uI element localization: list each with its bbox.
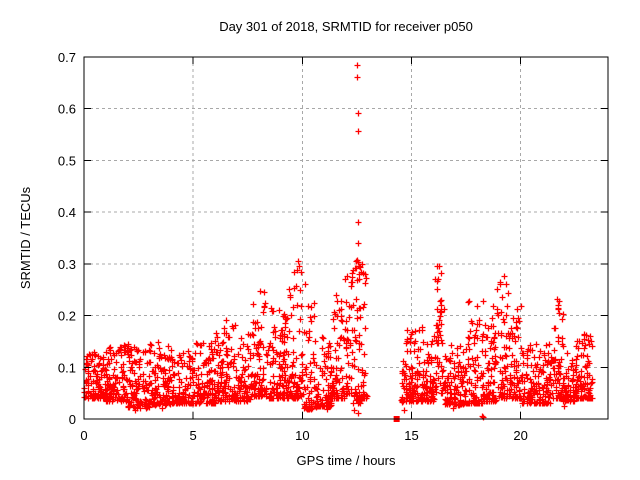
y-tick-labels: 0 0.1 0.2 0.3 0.4 0.5 0.6 0.7: [58, 50, 76, 427]
y-tick-label: 0.1: [58, 360, 76, 375]
y-tick-label: 0.7: [58, 50, 76, 65]
chart-title: Day 301 of 2018, SRMTID for receiver p05…: [219, 19, 473, 34]
y-tick-label: 0.5: [58, 153, 76, 168]
y-tick-label: 0: [69, 412, 76, 427]
y-tick-label: 0.2: [58, 309, 76, 324]
gridlines: [84, 57, 608, 419]
plot-border-path: [83, 56, 609, 420]
x-tick-label: 0: [80, 428, 87, 443]
x-tick-labels: 0 5 10 15 20: [80, 428, 528, 443]
y-tick-label: 0.4: [58, 205, 76, 220]
x-axis-label: GPS time / hours: [297, 453, 396, 468]
x-tick-label: 5: [190, 428, 197, 443]
axes-and-ticks: [83, 56, 609, 420]
x-tick-label: 10: [295, 428, 309, 443]
data-points: [81, 62, 596, 422]
y-tick-label: 0.6: [58, 102, 76, 117]
y-axis-label: SRMTID / TECUs: [18, 186, 33, 289]
y-tick-label: 0.3: [58, 257, 76, 272]
grid-path: [84, 57, 608, 419]
x-tick-label: 15: [404, 428, 418, 443]
x-tick-label: 20: [513, 428, 527, 443]
scatter-points-path: [81, 62, 596, 421]
